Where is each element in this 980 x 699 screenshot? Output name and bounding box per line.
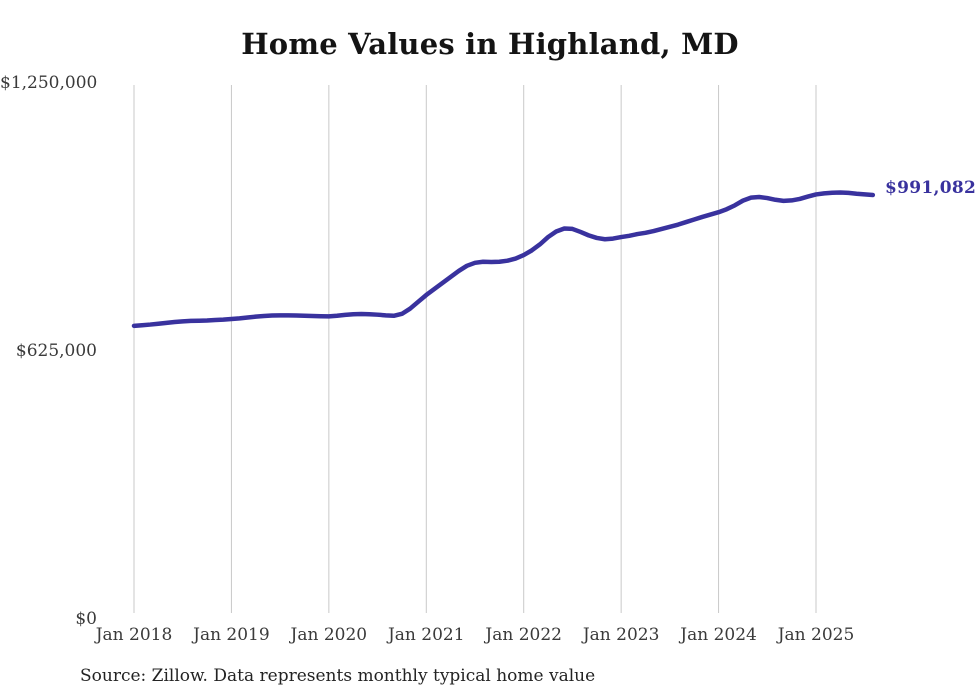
chart-title: Home Values in Highland, MD — [241, 27, 739, 61]
x-tick-label: Jan 2024 — [680, 625, 757, 645]
latest-value-label: $991,082 — [885, 178, 977, 198]
x-tick-label: Jan 2023 — [582, 625, 660, 645]
source-note: Source: Zillow. Data represents monthly … — [80, 666, 596, 686]
x-tick-label: Jan 2019 — [193, 625, 270, 645]
x-tick-label: Jan 2021 — [387, 625, 465, 645]
y-tick-label: $0 — [75, 609, 97, 629]
home-value-line — [131, 190, 876, 329]
x-tick-label: Jan 2018 — [95, 625, 173, 645]
y-tick-label: $1,250,000 — [0, 73, 98, 93]
x-tick-label: Jan 2022 — [485, 625, 562, 645]
x-tick-label: Jan 2025 — [777, 625, 855, 645]
y-tick-label: $625,000 — [15, 341, 97, 361]
x-tick-label: Jan 2020 — [290, 625, 368, 645]
